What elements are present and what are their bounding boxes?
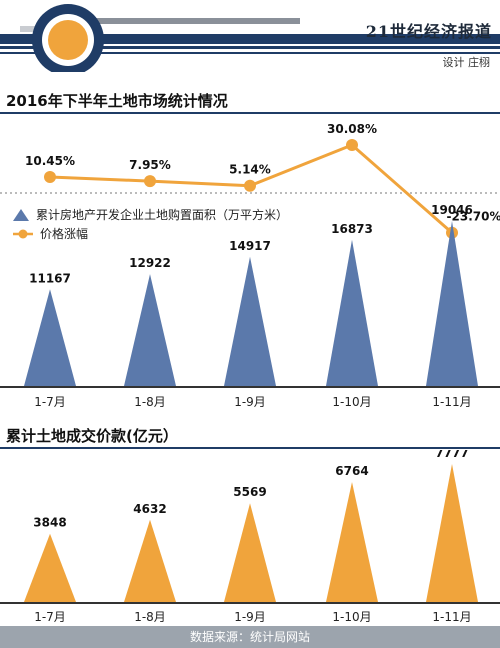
transaction-value-label: 5569 [233,485,266,499]
area-value-label: 14917 [229,239,271,253]
header-banner [0,4,500,72]
legend-line-dot-icon [13,229,33,238]
price-value-label: 10.45% [25,154,75,168]
price-value-label: 7.95% [129,158,171,172]
legend-label-price: 价格涨幅 [40,227,89,241]
data-source: 数据来源：统计局网站 [0,626,500,648]
transaction-peak [124,519,176,602]
banner-gray-band [70,18,300,24]
page-title: 2016年下半年土地市场统计情况 [6,92,228,110]
transaction-peak [426,464,478,602]
area-peak [224,256,276,386]
area-value-label: 11167 [29,271,71,285]
banner-orange-dot [48,20,88,60]
area-value-label: 19046 [431,203,473,217]
price-point [346,139,358,151]
section-title-transaction: 累计土地成交价款(亿元） [6,427,178,445]
price-point [144,175,156,188]
area-value-label: 16873 [331,222,373,236]
x-axis-tick-label: 1-9月 [234,395,266,409]
transaction-peak [24,533,76,602]
area-value-label: 12922 [129,256,171,270]
x-axis-tick-label: 1-7月 [34,610,66,624]
x-axis-tick-label: 1-9月 [234,610,266,624]
legend-item-area: 累计房地产开发企业土地购置面积（万平方米） [12,205,288,224]
legend-item-price: 价格涨幅 [12,224,288,243]
transaction-value-label: 4632 [133,502,166,516]
price-point [244,179,256,192]
banner-stripe [0,46,500,49]
price-point [44,171,56,183]
land-market-chart: 10.45% 7.95% 5.14% 30.08% -23.70% 11167 12922 1… [0,122,500,409]
area-peak [426,221,478,386]
x-axis-tick-label: 1-10月 [332,395,371,409]
transaction-value-label: 6764 [335,464,368,478]
transaction-peak [224,503,276,602]
design-credit: 设计 庄栩 [442,56,491,69]
x-axis-tick-label: 1-8月 [134,395,166,409]
area-peak [124,274,176,386]
x-axis-tick-label: 1-11月 [432,610,471,624]
x-axis-tick-label: 1-8月 [134,610,166,624]
section-rule [0,447,500,449]
publication-name: 21世纪经济报道 [365,22,492,41]
transaction-value-label: 3848 [33,516,66,530]
legend: 累计房地产开发企业土地购置面积（万平方米） 价格涨幅 [12,205,288,243]
price-value-label: 30.08% [327,122,377,136]
area-peak [326,239,378,386]
transaction-value-label: 7777 [435,450,468,460]
transaction-baseline [0,602,500,604]
price-value-label: -23.70% [447,210,500,224]
area-baseline [0,386,500,388]
x-axis-tick-label: 1-10月 [332,610,371,624]
legend-label-area: 累计房地产开发企业土地购置面积（万平方米） [36,208,289,222]
x-axis-tick-label: 1-7月 [34,395,66,409]
transaction-peak [326,482,378,602]
banner-dark-band [0,34,500,44]
banner-stripe [0,52,500,54]
title-rule [0,112,500,114]
price-value-label: 5.14% [229,163,271,177]
legend-triangle-icon [13,208,29,221]
x-axis-tick-label: 1-11月 [432,395,471,409]
transaction-value-chart: 3848 4632 5569 6764 7777 1-7月 1-8月 1-9月 1-10月 1-1… [0,450,500,624]
area-peak [24,289,76,386]
